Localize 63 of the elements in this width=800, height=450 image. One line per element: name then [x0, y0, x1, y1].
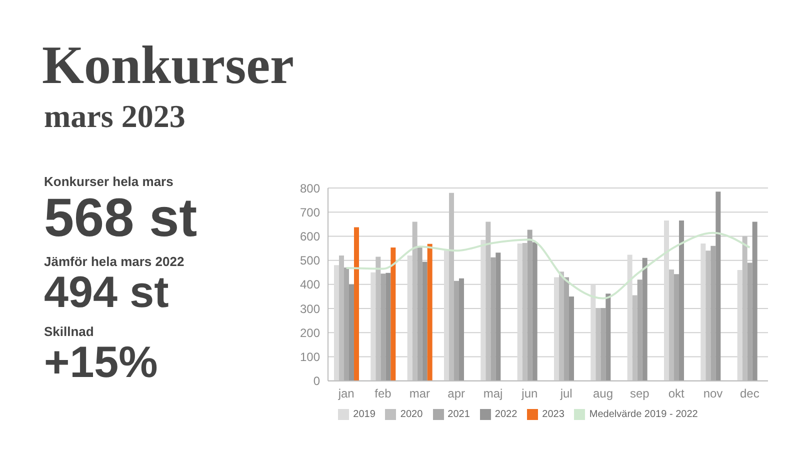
x-tick-label: nov [703, 386, 723, 400]
text: Konkurser hela mars [44, 174, 174, 189]
legend-label: 2023 [542, 409, 564, 420]
chart-subtitle: mars 2023 [44, 98, 186, 135]
x-tick-label: okt [668, 386, 685, 400]
bar [606, 294, 611, 381]
x-tick-label: apr [448, 386, 466, 400]
text: +15% [44, 338, 159, 388]
bar [422, 262, 428, 381]
bar [564, 277, 569, 381]
y-tick-label: 400 [300, 278, 320, 292]
y-tick-label: 600 [300, 229, 320, 244]
bar [454, 280, 459, 381]
y-tick-label: 800 [300, 181, 320, 196]
bar [674, 274, 679, 381]
bar [527, 230, 532, 381]
text: 568 st [44, 188, 198, 248]
bar [459, 278, 464, 381]
bar [752, 222, 758, 381]
legend-label: Medelvärde 2019 - 2022 [589, 409, 698, 420]
x-tick-label: dec [740, 386, 760, 400]
bar [716, 192, 721, 381]
bar [532, 242, 538, 381]
bar [600, 308, 606, 381]
bar [386, 272, 391, 381]
x-tick-label: sep [630, 386, 650, 400]
y-tick-label: 200 [300, 326, 320, 340]
x-tick-label: jun [520, 386, 538, 400]
y-tick-label: 300 [300, 302, 320, 316]
x-tick-label: jul [559, 386, 572, 400]
legend-label: 2019 [353, 409, 376, 420]
bar [679, 220, 684, 381]
chart-title: Konkurser [42, 34, 294, 96]
bar [642, 258, 648, 381]
legend-label: 2022 [494, 409, 518, 420]
bar [390, 248, 396, 381]
x-tick-label: feb [374, 386, 392, 400]
x-tick-label: aug [592, 386, 614, 400]
bar [569, 296, 574, 381]
bar [427, 244, 432, 381]
bar [747, 262, 752, 381]
text: 494 st [44, 268, 170, 318]
text: Jämför hela mars 2022 [44, 254, 186, 270]
bar [490, 257, 496, 381]
y-tick-label: 500 [300, 254, 320, 268]
bar [496, 252, 501, 381]
x-tick-label: mar [409, 386, 430, 400]
bar [380, 274, 386, 381]
legend-label: 2020 [400, 409, 423, 420]
bar [344, 268, 349, 381]
line-series [345, 232, 751, 300]
y-tick-label: 100 [300, 350, 320, 364]
bar [354, 227, 359, 381]
text: Skillnad [44, 324, 95, 339]
x-tick-label: maj [483, 386, 503, 400]
bar [710, 246, 716, 381]
bar [637, 280, 642, 381]
legend-label: 2021 [448, 409, 470, 420]
y-tick-label: 0 [313, 374, 320, 388]
x-tick-label: jan [337, 386, 354, 400]
y-tick-label: 700 [300, 205, 320, 220]
bar [349, 284, 354, 381]
bar [417, 247, 422, 381]
